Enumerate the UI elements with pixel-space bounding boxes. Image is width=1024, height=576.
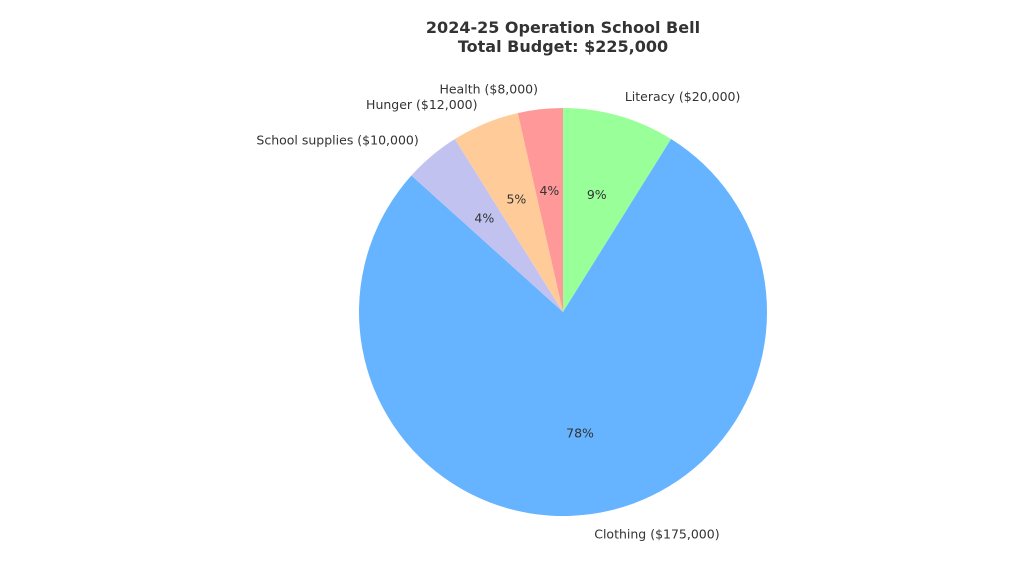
- pie-slice-hunger: [454, 113, 563, 312]
- pie-slice-school-supplies: [411, 139, 563, 312]
- pie-slice-clothing: [359, 139, 768, 517]
- pie-slice-literacy: [563, 108, 672, 312]
- pie-slices: [359, 108, 768, 517]
- pie-slice-label-school-supplies: School supplies ($10,000): [256, 133, 418, 148]
- pie-slice-health: [517, 108, 563, 312]
- pie-slice-label-hunger: Hunger ($12,000): [366, 97, 477, 112]
- chart-title-line-2: Total Budget: $225,000: [458, 37, 668, 56]
- pie-slice-label-literacy: Literacy ($20,000): [625, 89, 741, 104]
- pie-slice-label-clothing: Clothing ($175,000): [594, 527, 719, 542]
- pie-pct-label-clothing: 78%: [566, 426, 594, 441]
- pie-slice-label-health: Health ($8,000): [439, 82, 538, 97]
- pie-pct-label-hunger: 5%: [506, 191, 526, 206]
- pie-pct-label-school-supplies: 4%: [474, 211, 494, 226]
- chart-title-line-1: 2024-25 Operation School Bell: [426, 18, 700, 37]
- pie-pct-label-literacy: 9%: [587, 187, 607, 202]
- pie-pct-label-health: 4%: [539, 183, 559, 198]
- pie-labels: 9% Literacy ($20,000) 78% Clothing ($175,00…: [256, 82, 740, 542]
